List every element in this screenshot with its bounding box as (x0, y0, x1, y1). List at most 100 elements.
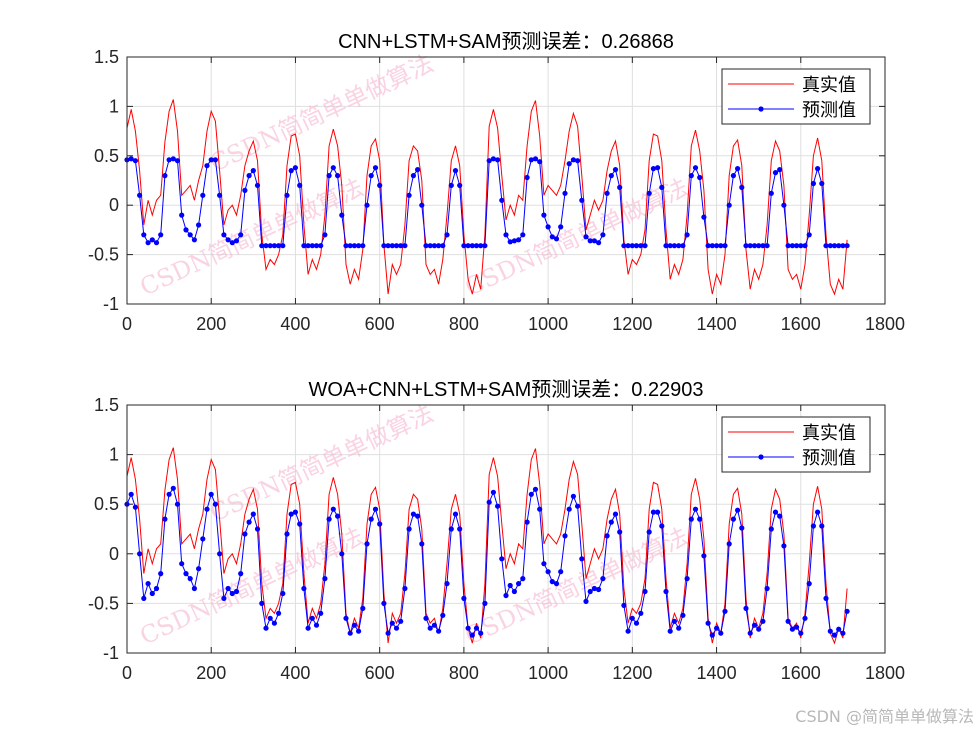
series-point (490, 489, 496, 495)
y-tick-label: 0 (109, 544, 119, 564)
x-tick-label: 400 (280, 314, 310, 334)
series-point (343, 615, 349, 621)
series-point (229, 240, 235, 246)
footer-credit: CSDN @简简单单做算法 (795, 707, 974, 726)
series-point (166, 491, 172, 497)
series-point (233, 588, 240, 595)
x-tick-label: 1000 (528, 663, 568, 683)
series-point (638, 243, 644, 249)
series-point (158, 232, 164, 238)
series-point (385, 243, 391, 249)
series-point (583, 234, 589, 240)
series-point (351, 243, 357, 249)
series-point (650, 509, 657, 515)
x-tick-label: 600 (365, 314, 395, 334)
series-point (772, 509, 779, 515)
x-tick-label: 1200 (612, 663, 652, 683)
series-point (335, 513, 341, 519)
series-point (680, 612, 686, 618)
series-point (836, 243, 842, 249)
series-point (756, 243, 762, 249)
series-point (204, 506, 210, 512)
series-point (596, 240, 602, 246)
series-point (629, 243, 635, 249)
series-point (200, 192, 206, 198)
series-point (225, 237, 231, 243)
series-point (604, 190, 610, 196)
axes-box (126, 404, 886, 654)
series-point (149, 237, 155, 243)
series-point (452, 168, 459, 174)
series-point (680, 243, 686, 249)
series-point (250, 168, 256, 174)
series-point (212, 157, 218, 163)
series-point (537, 506, 543, 512)
series-point (671, 618, 678, 624)
series-point (718, 630, 724, 636)
series-point (469, 632, 475, 638)
series-point (532, 156, 539, 162)
series-point (221, 595, 227, 602)
series-point (263, 625, 269, 631)
series-point (570, 493, 577, 499)
series-point (427, 625, 433, 631)
series-point (785, 618, 791, 624)
series-point (486, 499, 492, 505)
series-point (200, 536, 206, 542)
series-point (785, 243, 791, 249)
series-point (499, 197, 505, 203)
y-tick-label: -1 (103, 294, 119, 314)
series-point (406, 526, 412, 532)
series-point (415, 513, 421, 519)
series-point (760, 618, 766, 624)
series-point (722, 243, 728, 249)
series-point (528, 491, 534, 497)
series-point (503, 232, 509, 238)
series-point (591, 238, 598, 244)
series-point (377, 521, 383, 527)
series-point (351, 622, 357, 628)
series-point (440, 612, 446, 618)
series-point (174, 501, 181, 507)
series-point (436, 243, 442, 249)
series-point (326, 173, 332, 179)
series-point (794, 624, 800, 630)
series-point (794, 243, 800, 249)
series-point (566, 506, 572, 512)
series-point (448, 526, 454, 532)
series-point (204, 163, 210, 169)
series-point (617, 529, 623, 535)
series-point (482, 600, 488, 607)
legend-box (721, 68, 871, 125)
series-point (751, 243, 758, 249)
axes-box (126, 56, 886, 305)
series-line (126, 447, 848, 645)
series-point (621, 602, 627, 609)
series-point (520, 232, 526, 238)
series-point (831, 243, 838, 249)
series-point (655, 509, 661, 515)
series-point (798, 243, 804, 249)
series-point (385, 630, 391, 636)
series-point (844, 243, 850, 249)
series-point (145, 581, 151, 587)
series-point (162, 173, 168, 179)
series-point (789, 243, 796, 249)
series-point (625, 628, 631, 634)
series-point (372, 506, 379, 512)
series-point (499, 556, 505, 562)
series-point (132, 158, 138, 164)
series-point (191, 237, 197, 243)
x-tick-label: 0 (122, 314, 132, 334)
series-point (541, 212, 547, 218)
series-point (587, 588, 593, 595)
x-tick-label: 1200 (612, 314, 652, 334)
series-point (701, 553, 707, 559)
y-tick-label: -0.5 (88, 245, 119, 265)
series-point (541, 561, 547, 567)
series-point (575, 158, 581, 164)
series-point (819, 523, 825, 529)
series-point (756, 626, 762, 632)
series-point (503, 592, 509, 599)
series-point (465, 625, 471, 631)
